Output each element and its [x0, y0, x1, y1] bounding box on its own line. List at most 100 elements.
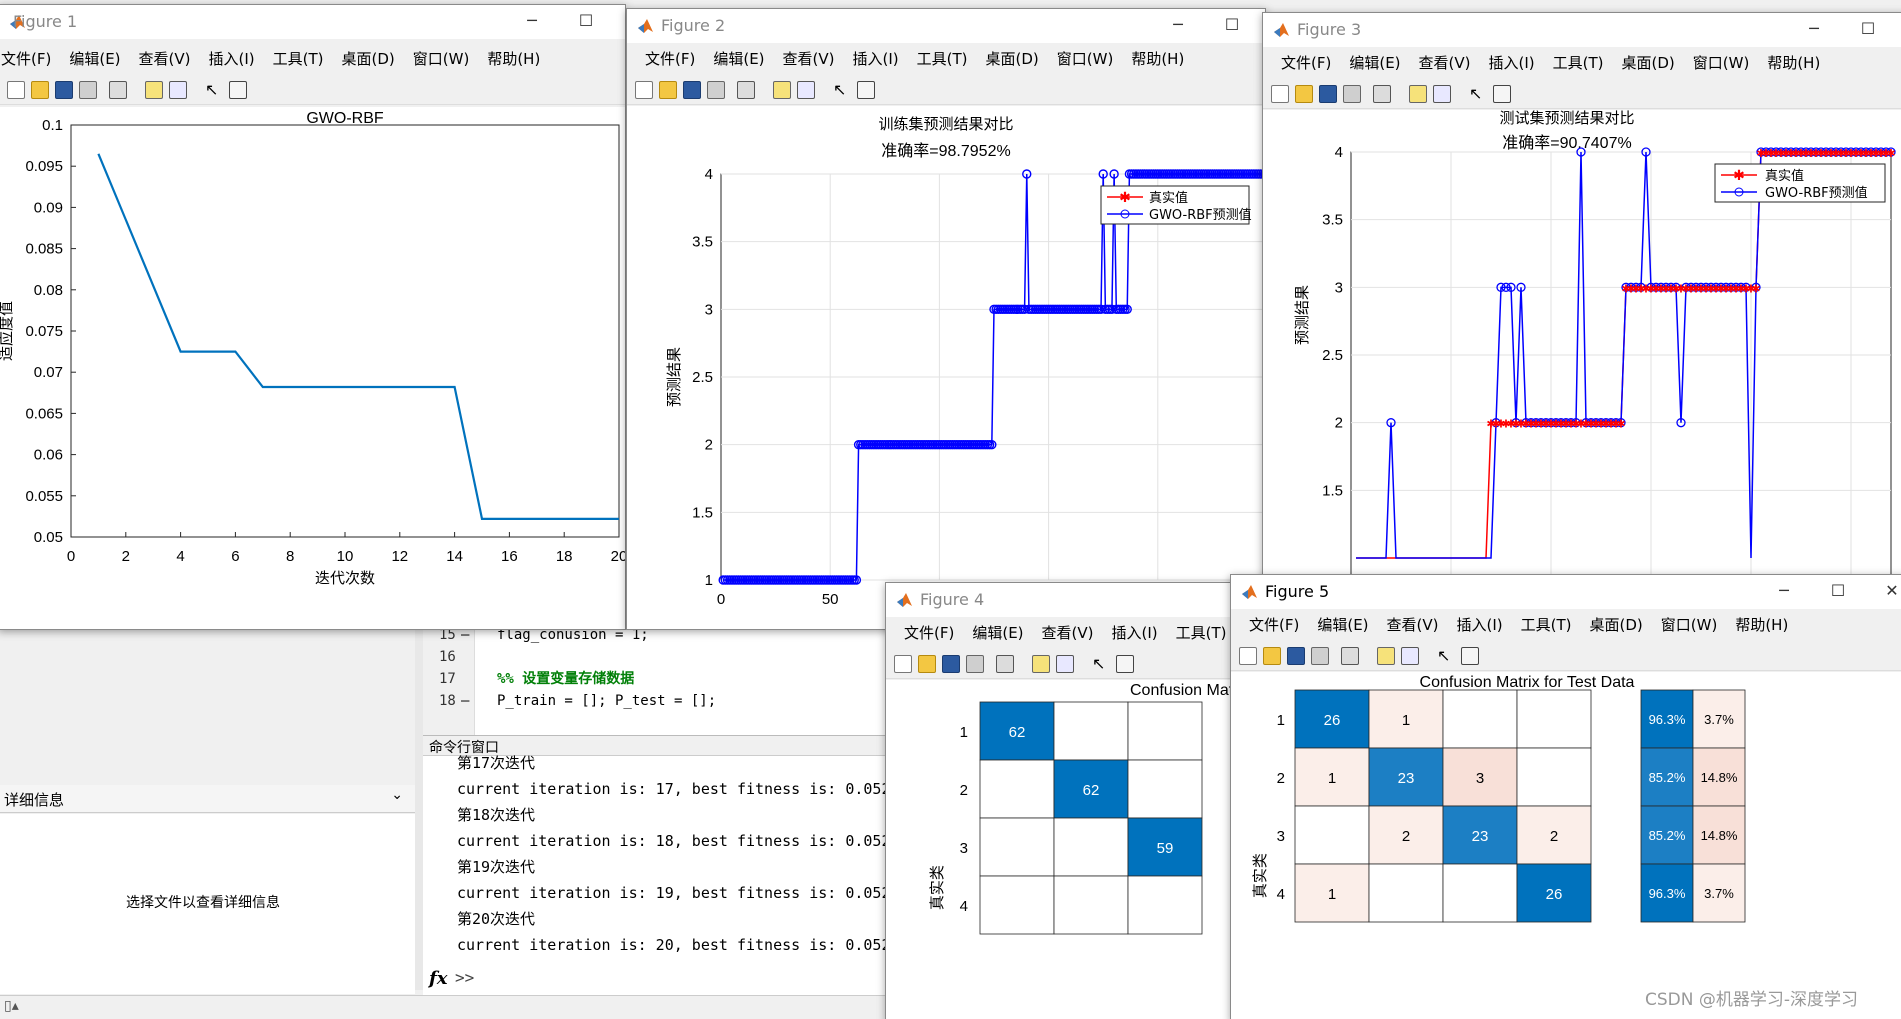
print-preview-icon[interactable] [1341, 647, 1359, 665]
menu-item[interactable]: 窗口(W) [1056, 50, 1114, 68]
menu-item[interactable]: 桌面(D) [341, 50, 395, 68]
legend-icon[interactable] [169, 81, 187, 99]
pointer-icon[interactable]: ↖ [833, 80, 847, 99]
print-preview-icon[interactable] [737, 81, 755, 99]
menu-item[interactable]: 工具(T) [1520, 616, 1572, 634]
menu-item[interactable]: 插入(I) [1488, 54, 1535, 72]
chevron-down-icon[interactable]: ⌄ [391, 787, 403, 803]
new-file-icon[interactable] [1271, 85, 1289, 103]
menu-item[interactable]: 帮助(H) [1131, 50, 1185, 68]
figure-3-titlebar[interactable]: Figure 3 ─ ☐ [1263, 13, 1901, 47]
print-preview-icon[interactable] [996, 655, 1014, 673]
menu-item[interactable]: 桌面(D) [985, 50, 1039, 68]
property-inspector-icon[interactable] [1116, 655, 1134, 673]
menu-item[interactable]: 插入(I) [208, 50, 255, 68]
legend-icon[interactable] [1056, 655, 1074, 673]
property-inspector-icon[interactable] [1493, 85, 1511, 103]
property-inspector-icon[interactable] [1461, 647, 1479, 665]
menu-item[interactable]: 窗口(W) [1660, 616, 1718, 634]
menu-item[interactable]: 查看(V) [138, 50, 191, 68]
figure-2-titlebar[interactable]: Figure 2 ─ ☐ [627, 9, 1265, 43]
status-scroll-icon[interactable]: ▯▴ [4, 998, 19, 1014]
save-icon[interactable] [942, 655, 960, 673]
minimize-icon[interactable]: ─ [1779, 581, 1789, 600]
code-line[interactable]: 18 — P_train = []; P_test = []; [423, 688, 893, 714]
pointer-icon[interactable]: ↖ [1437, 646, 1451, 665]
figure-1-titlebar[interactable]: Figure 1 ─ ☐ [0, 5, 625, 39]
fx-icon[interactable]: fx [429, 968, 448, 989]
legend-icon[interactable] [1433, 85, 1451, 103]
open-folder-icon[interactable] [1295, 85, 1313, 103]
code-line[interactable]: 17 %% 设置变量存储数据 [423, 666, 893, 692]
maximize-icon[interactable]: ☐ [578, 11, 594, 30]
figure-4-titlebar[interactable]: Figure 4 [886, 583, 1244, 617]
menu-item[interactable]: 编辑(E) [69, 50, 121, 68]
print-icon[interactable] [79, 81, 97, 99]
menu-item[interactable]: 桌面(D) [1621, 54, 1675, 72]
menu-item[interactable]: 桌面(D) [1589, 616, 1643, 634]
print-icon[interactable] [966, 655, 984, 673]
menu-item[interactable]: 工具(T) [916, 50, 968, 68]
menu-item[interactable]: 查看(V) [1418, 54, 1471, 72]
print-icon[interactable] [707, 81, 725, 99]
save-icon[interactable] [1319, 85, 1337, 103]
new-file-icon[interactable] [1239, 647, 1257, 665]
colorbar-icon[interactable] [145, 81, 163, 99]
maximize-icon[interactable]: ☐ [1830, 581, 1846, 600]
print-icon[interactable] [1343, 85, 1361, 103]
menu-item[interactable]: 编辑(E) [713, 50, 765, 68]
minimize-icon[interactable]: ─ [527, 11, 537, 30]
print-preview-icon[interactable] [1373, 85, 1391, 103]
menu-item[interactable]: 插入(I) [852, 50, 899, 68]
pointer-icon[interactable]: ↖ [1092, 654, 1106, 673]
colorbar-icon[interactable] [773, 81, 791, 99]
menu-item[interactable]: 窗口(W) [1692, 54, 1750, 72]
open-folder-icon[interactable] [918, 655, 936, 673]
property-inspector-icon[interactable] [857, 81, 875, 99]
maximize-icon[interactable]: ☐ [1860, 19, 1876, 38]
colorbar-icon[interactable] [1032, 655, 1050, 673]
details-header[interactable]: 详细信息 ⌄ [0, 785, 415, 813]
legend-icon[interactable] [797, 81, 815, 99]
save-icon[interactable] [683, 81, 701, 99]
pointer-icon[interactable]: ↖ [1469, 84, 1483, 103]
new-file-icon[interactable] [635, 81, 653, 99]
maximize-icon[interactable]: ☐ [1224, 15, 1240, 34]
open-folder-icon[interactable] [659, 81, 677, 99]
menu-item[interactable]: 工具(T) [1552, 54, 1604, 72]
menu-item[interactable]: 查看(V) [1386, 616, 1439, 634]
menu-item[interactable]: 插入(I) [1111, 624, 1158, 642]
breakpoint-dash[interactable]: — [461, 627, 470, 643]
colorbar-icon[interactable] [1409, 85, 1427, 103]
save-icon[interactable] [1287, 647, 1305, 665]
menu-item[interactable]: 帮助(H) [1767, 54, 1821, 72]
minimize-icon[interactable]: ─ [1173, 15, 1183, 34]
colorbar-icon[interactable] [1377, 647, 1395, 665]
command-window[interactable]: 命令行窗口 第17次迭代 current iteration is: 17, be… [423, 735, 893, 995]
code-editor[interactable]: 15 — flag_conusion = 1; 16 17 %% 设置变量存储数据 18 — P… [423, 622, 893, 736]
menu-item[interactable]: 查看(V) [1041, 624, 1094, 642]
menu-item[interactable]: 帮助(H) [1735, 616, 1789, 634]
menu-item[interactable]: 查看(V) [782, 50, 835, 68]
open-folder-icon[interactable] [1263, 647, 1281, 665]
menu-item[interactable]: 工具(T) [1175, 624, 1227, 642]
menu-item[interactable]: 文件(F) [904, 624, 955, 642]
menu-item[interactable]: 文件(F) [1281, 54, 1332, 72]
menu-item[interactable]: 窗口(W) [412, 50, 470, 68]
menu-item[interactable]: 文件(F) [645, 50, 696, 68]
menu-item[interactable]: 编辑(E) [1349, 54, 1401, 72]
menu-item[interactable]: 编辑(E) [1317, 616, 1369, 634]
menu-item[interactable]: 文件(F) [1, 50, 52, 68]
new-file-icon[interactable] [894, 655, 912, 673]
figure-5-titlebar[interactable]: Figure 5 ─ ☐ ✕ [1231, 575, 1901, 609]
save-icon[interactable] [55, 81, 73, 99]
breakpoint-dash[interactable]: — [461, 693, 470, 709]
minimize-icon[interactable]: ─ [1809, 19, 1819, 38]
menu-item[interactable]: 编辑(E) [972, 624, 1024, 642]
pointer-icon[interactable]: ↖ [205, 80, 219, 99]
code-line[interactable]: 15 — flag_conusion = 1; [423, 622, 893, 648]
property-inspector-icon[interactable] [229, 81, 247, 99]
new-file-icon[interactable] [7, 81, 25, 99]
menu-item[interactable]: 插入(I) [1456, 616, 1503, 634]
print-icon[interactable] [1311, 647, 1329, 665]
